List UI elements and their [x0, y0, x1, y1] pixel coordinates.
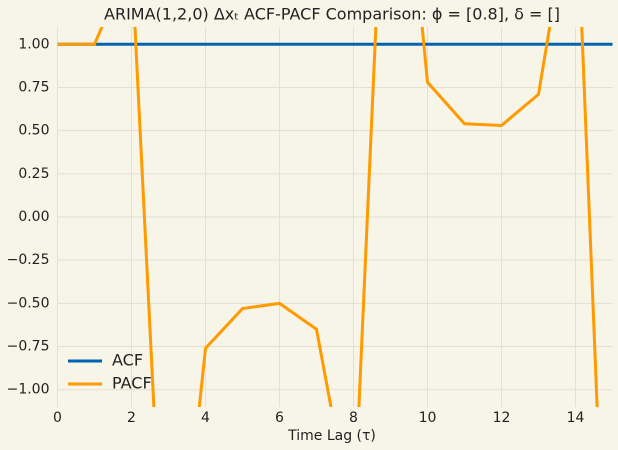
x-tick-label: 10 — [419, 410, 437, 426]
y-tick-label: −0.50 — [7, 295, 50, 311]
series-line — [57, 27, 599, 407]
y-tick-label: −0.25 — [7, 252, 50, 268]
chart-title: ARIMA(1,2,0) Δxₜ ACF-PACF Comparison: ϕ … — [104, 5, 560, 24]
plot-lines — [57, 27, 613, 407]
x-tick-label: 2 — [127, 410, 136, 426]
x-tick-label: 8 — [349, 410, 358, 426]
legend-label: ACF — [112, 351, 143, 370]
y-tick-label: 1.00 — [18, 36, 49, 52]
y-tick-label: 0.25 — [18, 166, 49, 182]
x-tick-label: 14 — [567, 410, 585, 426]
y-tick-label: −1.00 — [7, 382, 50, 398]
x-tick-label: 4 — [201, 410, 210, 426]
x-tick-label: 6 — [275, 410, 284, 426]
y-tick-label: 0.75 — [18, 79, 49, 95]
x-tick-label: 12 — [493, 410, 511, 426]
y-tick-label: −0.75 — [7, 339, 50, 355]
y-tick-label: 0.00 — [18, 209, 49, 225]
x-axis-label: Time Lag (τ) — [287, 428, 376, 444]
legend-label: PACF — [112, 374, 152, 393]
x-tick-label: 0 — [53, 410, 62, 426]
y-tick-label: 0.50 — [18, 123, 49, 139]
